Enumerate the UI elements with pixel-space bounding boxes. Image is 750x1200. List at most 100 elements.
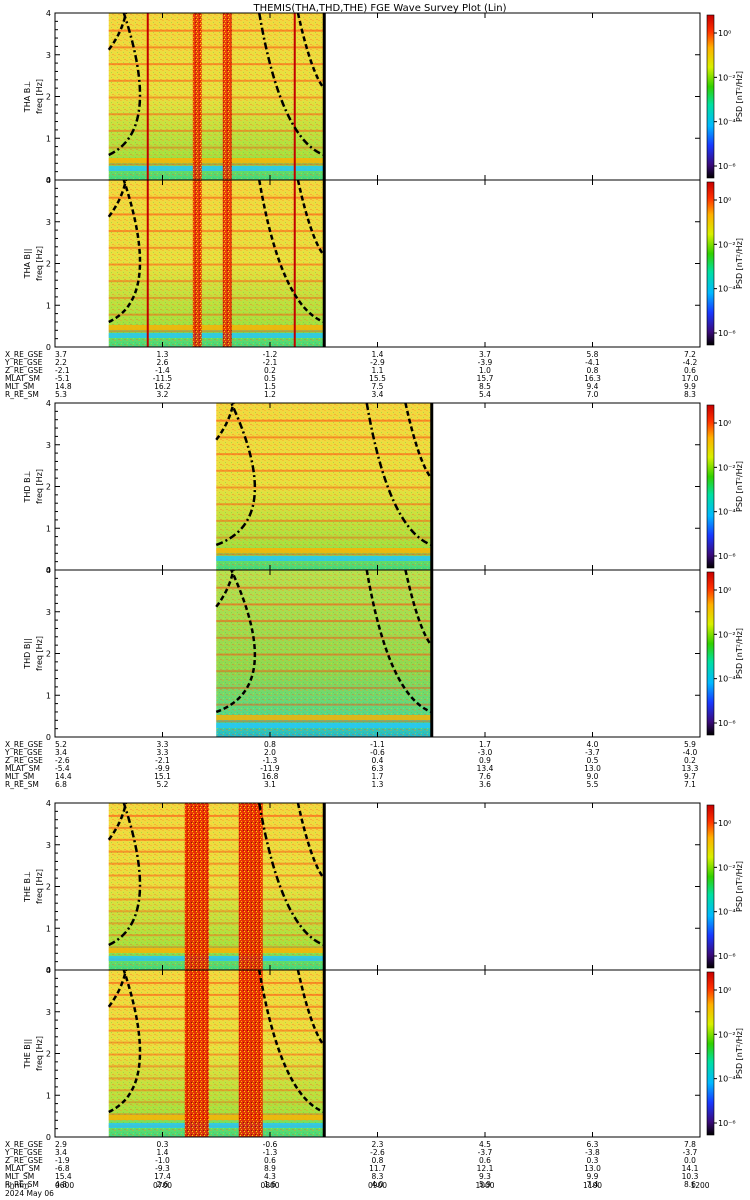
harmonic-band: [108, 46, 324, 49]
ephemeris-value: 1.3: [372, 780, 384, 789]
spectrogram-texture: [216, 403, 432, 570]
burst-column: [222, 13, 232, 180]
harmonic-band: [216, 720, 432, 723]
colorbar-tick-label: 10⁰: [718, 986, 731, 995]
ephemeris-value: 2.3: [372, 1140, 384, 1149]
ephemeris-value: 2.6: [157, 358, 169, 367]
x-tick-label: 1000: [475, 1181, 494, 1190]
harmonic-band: [216, 670, 432, 673]
low-freq-band: [108, 166, 324, 171]
y-tick-label: 0: [46, 1133, 51, 1142]
ephemeris-value: 2.0: [264, 748, 276, 757]
harmonic-band: [216, 553, 432, 556]
ephemeris-value: 5.9: [684, 740, 696, 749]
ephemeris-value: 3.7: [55, 350, 67, 359]
harmonic-band: [216, 503, 432, 506]
ephemeris-value: 5.2: [157, 780, 169, 789]
gyrofrequency-curve: [404, 569, 433, 646]
burst-column: [238, 803, 263, 970]
ephemeris-label: R_RE_SM: [5, 780, 39, 789]
colorbar-tick-label: 10⁰: [718, 29, 731, 38]
hhmm-label: hhmm: [5, 1181, 29, 1190]
ephemeris-value: 15.4: [55, 1172, 72, 1181]
ephemeris-label: Y_RE_GSE: [4, 1148, 43, 1157]
ephemeris-label: X_RE_GSE: [5, 350, 43, 359]
ephemeris-label: Z_RE_GSE: [5, 1156, 43, 1165]
y-tick-label: 3: [46, 51, 51, 60]
x-tick-label: 1200: [690, 1181, 709, 1190]
y-tick-label: 0: [46, 566, 51, 575]
ephemeris-label: MLAT_SM: [5, 1164, 40, 1173]
low-freq-band: [216, 548, 432, 553]
ephemeris-value: 7.1: [684, 780, 696, 789]
ephemeris-value: 1.0: [479, 366, 491, 375]
harmonic-band: [108, 993, 324, 996]
ephemeris-value: -2.6: [55, 756, 70, 765]
y-tick-label: 1: [46, 691, 51, 700]
harmonic-band: [108, 96, 324, 99]
harmonic-band: [108, 1029, 324, 1032]
spectrogram-panel: 0 1 2 3 4 THE B|| freq [Hz] 10⁰ 10⁻² 10⁻⁴ 10⁻⁶ PSD …: [23, 966, 744, 1142]
y-tick-label: 2: [46, 1050, 51, 1059]
ephemeris-value: 9.4: [587, 382, 599, 391]
ephemeris-value: 0.5: [264, 374, 276, 383]
colorbar-label: PSD [nT²/Hz]: [735, 238, 744, 289]
ephemeris-value: 0.9: [479, 756, 491, 765]
ephemeris-value: 3.3: [157, 748, 169, 757]
ephemeris-value: 0.5: [587, 756, 599, 765]
spectrogram-panel: 0 1 2 3 4 THD B|| freq [Hz] 10⁰ 10⁻² 10⁻⁴ 10⁻⁶ PSD …: [23, 566, 744, 742]
harmonic-band: [216, 453, 432, 456]
harmonic-band: [108, 981, 324, 984]
ephemeris-value: 9.3: [479, 1172, 491, 1181]
colorbar-tick-label: 10⁰: [718, 196, 731, 205]
harmonic-band: [108, 196, 324, 199]
ephemeris-value: 0.8: [264, 740, 276, 749]
colorbar-tick-label: 10⁻⁴: [718, 675, 736, 684]
gyrofrequency-curve: [107, 969, 128, 1008]
data-end-edge: [322, 803, 326, 970]
data-end-edge: [430, 403, 434, 570]
y-axis-label: THD B⊥: [23, 470, 32, 503]
gyrofrequency-curve: [215, 569, 257, 714]
ephemeris-value: -1.1: [370, 740, 385, 749]
y-tick-label: 4: [46, 966, 51, 975]
ephemeris-label: MLT_SM: [5, 772, 34, 781]
ephemeris-value: 5.8: [587, 350, 599, 359]
ephemeris-value: -1.2: [263, 350, 278, 359]
ephemeris-value: 3.4: [55, 748, 67, 757]
spectrogram-texture: [108, 970, 324, 1137]
harmonic-band: [108, 1041, 324, 1044]
y-axis-unit: freq [Hz]: [35, 1036, 44, 1071]
gyrofrequency-curve: [107, 179, 128, 218]
harmonic-band: [108, 910, 324, 913]
ephemeris-value: 13.0: [584, 764, 601, 773]
ephemeris-value: 8.9: [264, 1164, 276, 1173]
ephemeris-value: 1.2: [264, 390, 276, 399]
ephemeris-label: R_RE_SM: [5, 390, 39, 399]
harmonic-band: [216, 686, 432, 689]
burst-column: [184, 803, 209, 970]
ephemeris-value: 3.4: [372, 390, 384, 399]
harmonic-band: [108, 1113, 324, 1116]
low-freq-band: [108, 333, 324, 338]
ephemeris-value: 0.4: [372, 756, 384, 765]
harmonic-band: [216, 436, 432, 439]
ephemeris-label: Y_RE_GSE: [4, 748, 43, 757]
ephemeris-value: 13.0: [584, 1164, 601, 1173]
harmonic-band: [108, 1053, 324, 1056]
harmonic-band: [108, 814, 324, 817]
harmonic-band: [108, 1017, 324, 1020]
figure-title: THEMIS(THA,THD,THE) FGE Wave Survey Plot…: [252, 3, 506, 14]
low-freq-band: [108, 948, 324, 953]
y-tick-label: 3: [46, 218, 51, 227]
colorbar-tick-label: 10⁻⁴: [718, 908, 736, 917]
ephemeris-value: 13.4: [477, 764, 494, 773]
colorbar-tick-label: 10⁻⁶: [718, 1119, 736, 1128]
ephemeris-value: 6.3: [587, 1140, 599, 1149]
ephemeris-value: 3.2: [157, 390, 169, 399]
low-freq-band: [216, 723, 432, 728]
ephemeris-value: 4.5: [479, 1140, 491, 1149]
colorbar-label: PSD [nT²/Hz]: [735, 71, 744, 122]
